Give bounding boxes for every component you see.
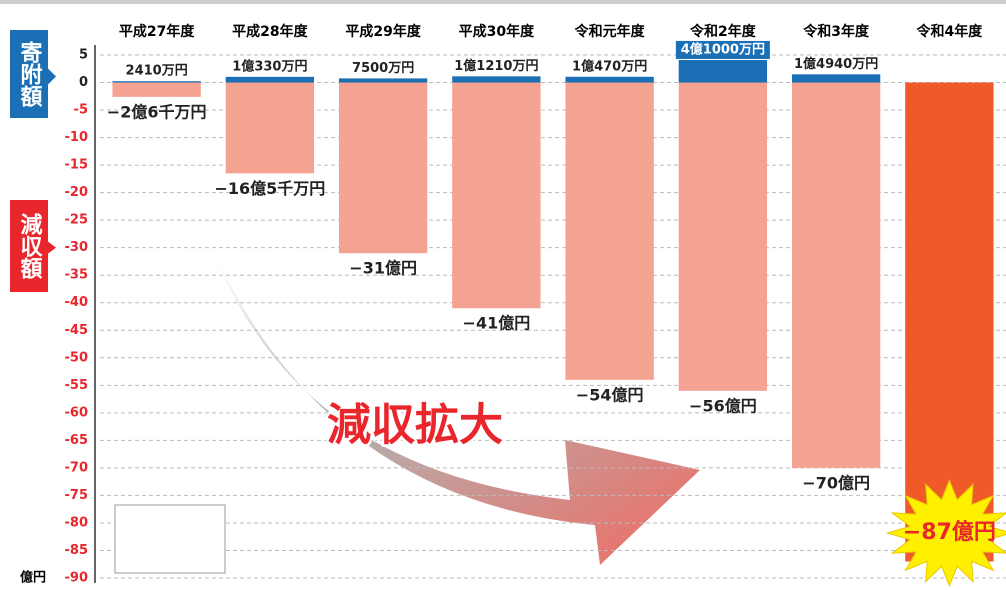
y-tick-label: -70 xyxy=(65,460,89,475)
value-label: 1億330万円 xyxy=(232,58,307,74)
bar xyxy=(226,83,314,174)
annotation: 減収拡大 xyxy=(327,400,503,451)
bar xyxy=(792,74,880,82)
value-label: 1億470万円 xyxy=(572,58,647,74)
y-tick-label: -35 xyxy=(65,268,89,283)
y-tick-label: -50 xyxy=(65,350,89,365)
value-label: 2410万円 xyxy=(126,64,188,79)
value-label: 7500万円 xyxy=(352,61,414,76)
y-tick-label: -40 xyxy=(65,295,89,310)
positive-tag: 寄附額 xyxy=(17,40,43,108)
axis-pointer xyxy=(48,69,56,85)
bar xyxy=(452,83,540,309)
y-tick-label: -30 xyxy=(65,240,89,255)
y-tick-label: -85 xyxy=(65,543,89,558)
y-tick-label: -90 xyxy=(65,571,89,586)
value-label: −31億円 xyxy=(349,259,417,278)
value-label: 4億1000万円 xyxy=(681,41,765,57)
x-tick-label: 平成27年度 xyxy=(119,23,195,40)
value-label: 1億1210万円 xyxy=(454,58,538,74)
value-label: 1億4940万円 xyxy=(794,56,878,72)
y-tick-label: -65 xyxy=(65,433,89,448)
legend-box xyxy=(115,505,225,573)
bar xyxy=(339,83,427,254)
x-tick-label: 令和元年度 xyxy=(574,23,646,40)
value-label: −2億6千万円 xyxy=(107,102,207,121)
y-tick-label: -20 xyxy=(65,185,89,200)
bar xyxy=(565,83,653,380)
y-tick-label: -5 xyxy=(74,103,88,118)
x-tick-label: 平成30年度 xyxy=(459,23,535,40)
value-label: −16億5千万円 xyxy=(214,179,325,198)
value-label: −54億円 xyxy=(576,385,644,404)
y-tick-label: -15 xyxy=(65,158,89,173)
x-tick-label: 令和4年度 xyxy=(916,23,984,40)
negative-tag: 減収額 xyxy=(17,213,43,280)
y-unit: 億円 xyxy=(20,570,46,586)
chart: 5 0 -5 -10 -15 -20 -25 -30 -35 -40 -45 -50 -55 -60 -65… xyxy=(0,0,1006,590)
x-tick-label: 令和2年度 xyxy=(689,23,757,40)
y-tick-label: -75 xyxy=(65,488,89,503)
value-label: −87億円 xyxy=(903,519,996,545)
x-tick-label: 平成28年度 xyxy=(232,23,308,40)
top-rule xyxy=(0,0,1006,4)
bar xyxy=(792,83,880,468)
bar xyxy=(679,60,767,83)
bar xyxy=(339,78,427,82)
x-tick-label: 令和3年度 xyxy=(802,23,870,40)
bar xyxy=(226,77,314,83)
value-label: −70億円 xyxy=(802,473,870,492)
x-tick-label: 平成29年度 xyxy=(345,23,421,40)
y-tick-label: -10 xyxy=(65,130,89,145)
bar xyxy=(452,76,540,82)
y-tick-label: 0 xyxy=(79,75,88,90)
bar xyxy=(679,83,767,391)
y-tick-label: -80 xyxy=(65,515,89,530)
y-tick-label: -60 xyxy=(65,405,89,420)
value-label: −56億円 xyxy=(689,396,757,415)
axis-pointer xyxy=(48,242,56,254)
y-tick-label: -25 xyxy=(65,213,89,228)
y-tick-label: 5 xyxy=(79,48,88,63)
bar xyxy=(565,77,653,83)
bar xyxy=(112,83,200,97)
bar xyxy=(112,81,200,82)
y-tick-label: -55 xyxy=(65,378,89,393)
y-tick-label: -45 xyxy=(65,323,89,338)
value-label: −41億円 xyxy=(463,314,531,333)
